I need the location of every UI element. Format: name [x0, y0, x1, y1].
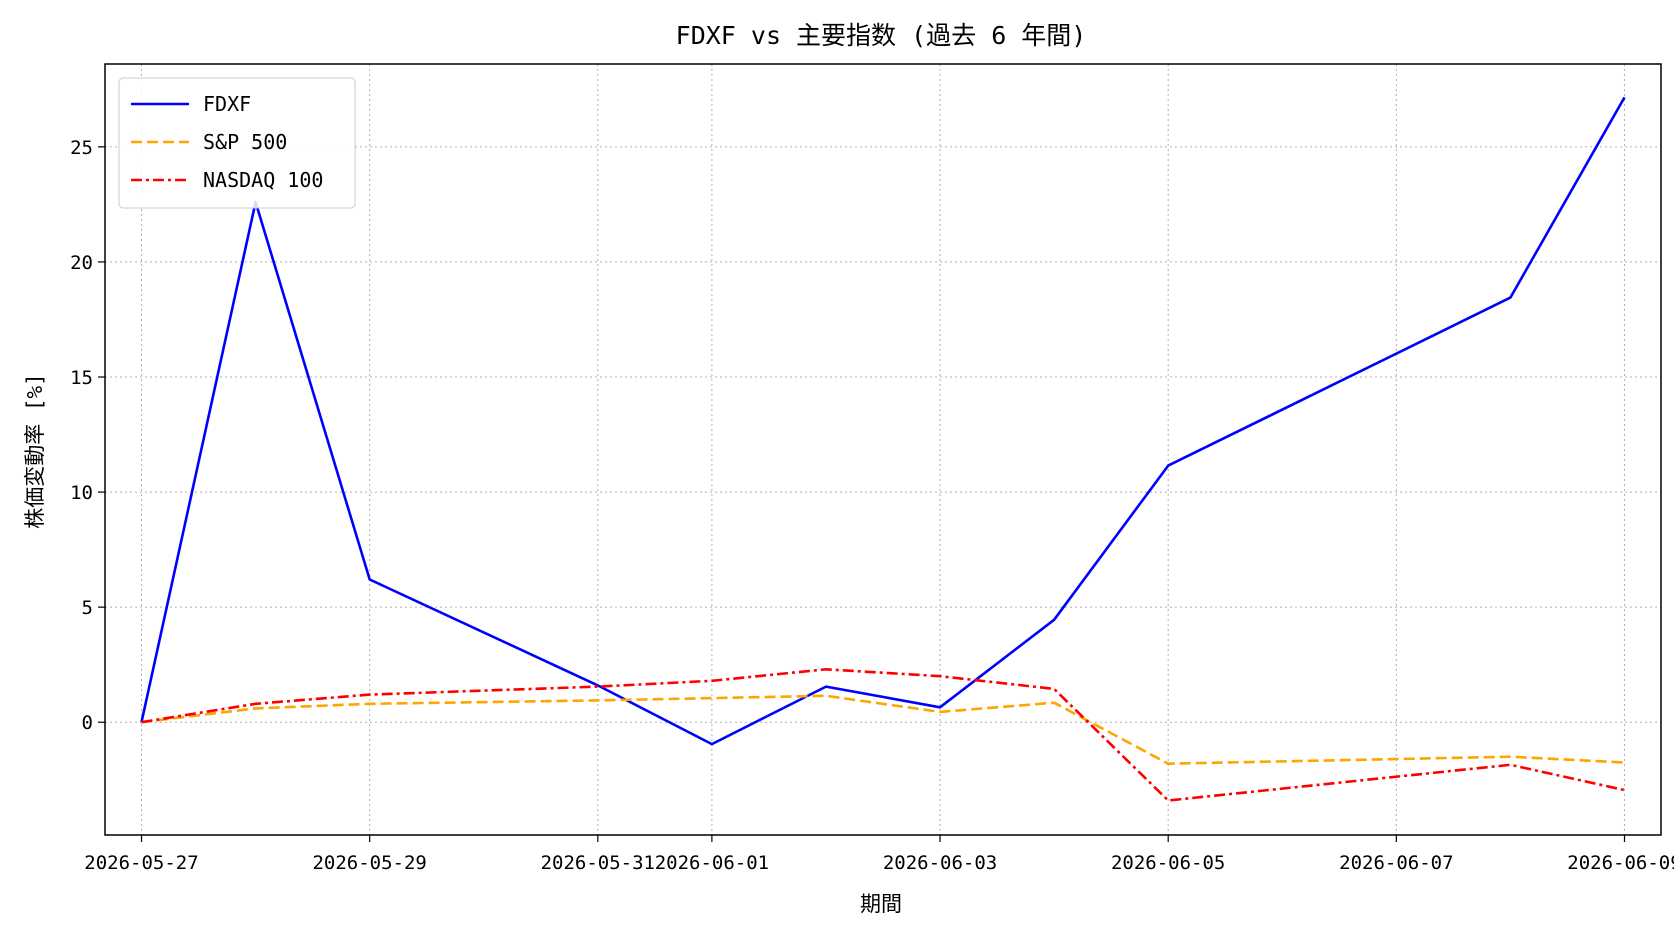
x-tick-label: 2026-05-27	[84, 852, 198, 874]
x-tick-label: 2026-05-29	[312, 852, 426, 874]
y-axis-title: 株価変動率 [%]	[23, 373, 47, 529]
x-tick-label: 2026-06-03	[883, 852, 997, 874]
legend-label: S&P 500	[203, 130, 287, 154]
x-tick-label: 2026-06-09	[1567, 852, 1674, 874]
x-axis-ticks: 2026-05-27 2026-05-29 2026-05-31 2026-06-01…	[84, 835, 1674, 874]
chart-title: FDXF vs 主要指数 (過去 6 年間)	[676, 21, 1087, 50]
x-tick-label: 2026-06-07	[1339, 852, 1453, 874]
y-tick-label: 20	[70, 252, 93, 274]
x-tick-label: 2026-05-31	[541, 852, 655, 874]
legend-box	[118, 77, 356, 209]
plot-frame	[104, 63, 1662, 836]
legend-label: NASDAQ 100	[203, 168, 323, 192]
series-line-fdxf	[140, 96, 1626, 746]
series-line-nasdaq-100	[141, 667, 1625, 802]
x-tick-label: 2026-06-05	[1111, 852, 1225, 874]
y-tick-label: 10	[70, 482, 93, 504]
legend: FDXF S&P 500 NASDAQ 100	[118, 77, 356, 209]
x-tick-label: 2026-06-01	[655, 852, 769, 874]
y-tick-label: 15	[70, 367, 93, 389]
y-axis-ticks: 0 5 10 15 20 25	[70, 137, 105, 734]
grid-lines	[105, 64, 1661, 835]
y-tick-label: 0	[82, 712, 93, 734]
x-axis-title: 期間	[860, 892, 902, 916]
y-tick-label: 5	[82, 597, 93, 619]
legend-label: FDXF	[203, 92, 251, 116]
y-tick-label: 25	[70, 137, 93, 159]
series-line-s-p-500	[141, 694, 1625, 766]
series-lines	[140, 96, 1626, 802]
